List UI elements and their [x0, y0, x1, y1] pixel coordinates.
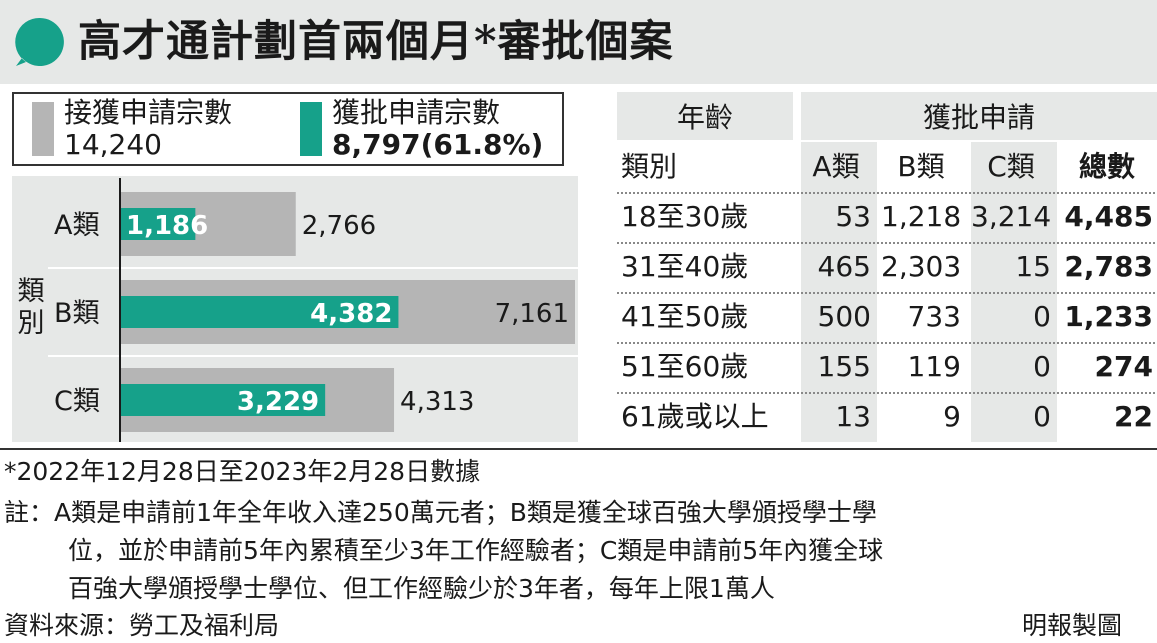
table-column-header: B類 — [897, 150, 945, 183]
title-band — [0, 0, 1157, 84]
count-cell: 15 — [1015, 250, 1051, 283]
table-column-header: A類 — [812, 150, 860, 183]
row-divider — [617, 392, 1155, 394]
note-source: 資料來源：勞工及福利局 — [4, 611, 280, 640]
note-remark-line2: 位，並於申請前5年內累積至少3年工作經驗者；C類是申請前5年內獲全球 — [68, 536, 884, 565]
category-label: A類 — [54, 210, 99, 241]
count-cell: 733 — [907, 300, 961, 333]
y-axis-label: 類別 — [17, 276, 45, 339]
legend-approved-count: 8,797 — [332, 128, 421, 161]
legend-swatch-approved — [300, 102, 322, 156]
count-cell: 53 — [835, 200, 871, 233]
legend-approved-pct: (61.8%) — [420, 128, 544, 161]
data-label-approved: 3,229 — [237, 387, 319, 417]
total-cell: 4,485 — [1064, 200, 1153, 233]
legend-value-approved: 8,797(61.8%) — [332, 130, 543, 160]
row-divider — [617, 342, 1155, 344]
legend-swatch-received — [32, 102, 54, 156]
count-cell: 1,218 — [881, 200, 962, 233]
notes-divider — [0, 448, 1157, 450]
approval-table: 年齡 獲批申請 類別 A類 B類 C類 總數 18至30歲 53 1,218 3,214 4,4… — [617, 92, 1157, 442]
category-label: C類 — [54, 386, 100, 417]
bar-approved — [120, 384, 326, 416]
age-group-label: 61歲或以上 — [621, 400, 769, 433]
total-cell: 1,233 — [1064, 300, 1153, 333]
speech-bubble-icon — [15, 17, 64, 66]
row-divider — [617, 192, 1155, 194]
table-column-header: 總數 — [1078, 150, 1135, 183]
count-cell: 3,214 — [971, 200, 1052, 233]
age-group-label: 31至40歲 — [621, 250, 749, 283]
count-cell: 9 — [943, 400, 961, 433]
note-remark-line1: 註：A類是申請前1年全年收入達250萬元者；B類是獲全球百強大學頒授學士學 — [4, 498, 877, 527]
legend-label-approved: 獲批申請宗數 — [332, 96, 501, 129]
bar-approved — [120, 208, 196, 240]
table-column-header: C類 — [987, 150, 1035, 183]
table-corner-top: 年齡 — [617, 92, 793, 140]
row-divider — [617, 242, 1155, 244]
count-cell: 0 — [1033, 400, 1051, 433]
data-label-received: 4,313 — [400, 387, 474, 417]
legend-value-received: 14,240 — [64, 128, 162, 161]
count-cell: 119 — [907, 350, 961, 383]
table-corner-bottom: 類別 — [621, 150, 678, 183]
category-label: B類 — [54, 298, 100, 329]
legend: 接獲申請宗數 14,240 獲批申請宗數 8,797(61.8%) — [12, 92, 564, 166]
legend-label-received: 接獲申請宗數 — [64, 96, 233, 129]
table-group-header: 獲批申請 — [801, 92, 1157, 140]
count-cell: 0 — [1033, 300, 1051, 333]
count-cell: 465 — [817, 250, 871, 283]
age-group-label: 51至60歲 — [621, 350, 749, 383]
count-cell: 500 — [817, 300, 871, 333]
age-group-label: 41至50歲 — [621, 300, 749, 333]
count-cell: 2,303 — [881, 250, 962, 283]
data-label-approved: 4,382 — [310, 299, 392, 329]
data-label-received: 7,161 — [495, 299, 569, 329]
note-remark-line3: 百強大學頒授學士學位、但工作經驗少於3年者，每年上限1萬人 — [68, 574, 775, 603]
count-cell: 13 — [835, 400, 871, 433]
row-divider — [617, 292, 1155, 294]
data-label-received: 2,766 — [302, 211, 376, 241]
note-asterisk: *2022年12月28日至2023年2月28日數據 — [4, 457, 481, 486]
note-credit: 明報製圖 — [1022, 611, 1123, 640]
total-cell: 22 — [1114, 400, 1153, 433]
total-cell: 2,783 — [1064, 250, 1153, 283]
data-label-approved: 1,186 — [126, 211, 208, 241]
total-cell: 274 — [1094, 350, 1153, 383]
bar-chart: A類 1,186 2,766 B類 4,382 7,161 C類 3,229 4,313 — [48, 178, 578, 442]
page-title: 高才通計劃首兩個月*審批個案 — [78, 17, 674, 67]
count-cell: 155 — [817, 350, 871, 383]
bar-approved — [120, 296, 399, 328]
age-group-label: 18至30歲 — [621, 200, 749, 233]
count-cell: 0 — [1033, 350, 1051, 383]
